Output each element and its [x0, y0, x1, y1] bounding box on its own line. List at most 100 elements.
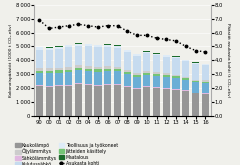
Bar — [192, 62, 199, 63]
Bar — [172, 90, 180, 116]
Bar — [172, 89, 180, 90]
Bar — [143, 87, 150, 116]
Bar — [46, 48, 53, 50]
Bar — [46, 50, 53, 68]
Bar — [124, 87, 131, 116]
Bar — [172, 58, 180, 75]
Bar — [163, 75, 170, 77]
Bar — [46, 86, 53, 87]
Bar — [46, 68, 53, 71]
Bar — [84, 71, 92, 84]
Bar — [114, 48, 121, 66]
Bar — [133, 89, 141, 115]
Bar — [55, 73, 63, 85]
Bar — [104, 66, 111, 69]
Bar — [172, 57, 180, 58]
Bar — [133, 56, 141, 73]
Bar — [36, 73, 43, 85]
Bar — [46, 87, 53, 116]
Bar — [163, 88, 170, 89]
Bar — [192, 64, 199, 80]
Bar — [182, 79, 190, 80]
Bar — [114, 85, 121, 115]
Bar — [153, 55, 160, 72]
Bar — [172, 78, 180, 89]
Y-axis label: Kokonaispäästöt (1000 t CO₂-ekv): Kokonaispäästöt (1000 t CO₂-ekv) — [9, 24, 13, 97]
Bar — [124, 52, 131, 70]
Bar — [36, 68, 43, 71]
Bar — [84, 47, 92, 66]
Bar — [182, 91, 190, 115]
Bar — [65, 67, 72, 70]
Bar — [36, 86, 43, 116]
Bar — [55, 47, 63, 49]
Bar — [192, 82, 199, 93]
Bar — [104, 47, 111, 66]
Bar — [84, 84, 92, 85]
Bar — [75, 43, 82, 44]
Bar — [182, 90, 190, 91]
Bar — [143, 75, 150, 86]
Bar — [75, 46, 82, 66]
Bar — [124, 72, 131, 74]
Bar — [94, 47, 102, 67]
Bar — [55, 49, 63, 68]
Bar — [94, 69, 102, 72]
Bar — [36, 47, 43, 50]
Bar — [65, 85, 72, 86]
Bar — [172, 56, 180, 57]
Bar — [172, 75, 180, 76]
Bar — [133, 54, 141, 56]
Bar — [202, 80, 209, 82]
Bar — [124, 50, 131, 52]
Bar — [172, 76, 180, 78]
Bar — [182, 60, 190, 61]
Bar — [94, 72, 102, 85]
Bar — [84, 85, 92, 115]
Bar — [143, 53, 150, 71]
Bar — [153, 53, 160, 54]
Y-axis label: Päästöt asukasta kohti (t CO₂-ekv): Päästöt asukasta kohti (t CO₂-ekv) — [226, 23, 230, 97]
Bar — [202, 83, 209, 93]
Bar — [124, 70, 131, 72]
Bar — [94, 45, 102, 47]
Bar — [65, 45, 72, 48]
Bar — [202, 82, 209, 83]
Bar — [94, 86, 102, 115]
Bar — [133, 77, 141, 88]
Bar — [94, 67, 102, 69]
Bar — [55, 68, 63, 70]
Bar — [182, 61, 190, 77]
Bar — [114, 45, 121, 46]
Bar — [94, 85, 102, 86]
Bar — [75, 68, 82, 70]
Bar — [75, 44, 82, 46]
Bar — [104, 84, 111, 85]
Bar — [153, 87, 160, 88]
Bar — [104, 45, 111, 47]
Bar — [65, 48, 72, 67]
Bar — [163, 73, 170, 75]
Bar — [75, 83, 82, 84]
Bar — [153, 74, 160, 76]
Bar — [55, 70, 63, 73]
Bar — [55, 85, 63, 86]
Bar — [124, 86, 131, 87]
Legend: Kaukolämpö, Öljylämmitys, Sähkölämmitys, Kulutussähkö, Liikenne, Teollisuus ja t: Kaukolämpö, Öljylämmitys, Sähkölämmitys,… — [15, 142, 118, 165]
Bar — [84, 69, 92, 71]
Bar — [182, 77, 190, 79]
Bar — [192, 81, 199, 82]
Bar — [36, 71, 43, 73]
Bar — [114, 71, 121, 84]
Bar — [182, 80, 190, 90]
Bar — [143, 86, 150, 87]
Bar — [143, 71, 150, 73]
Bar — [163, 55, 170, 57]
Bar — [202, 64, 209, 65]
Bar — [75, 84, 82, 116]
Bar — [65, 70, 72, 72]
Bar — [163, 77, 170, 88]
Bar — [153, 72, 160, 74]
Bar — [65, 72, 72, 85]
Bar — [143, 51, 150, 52]
